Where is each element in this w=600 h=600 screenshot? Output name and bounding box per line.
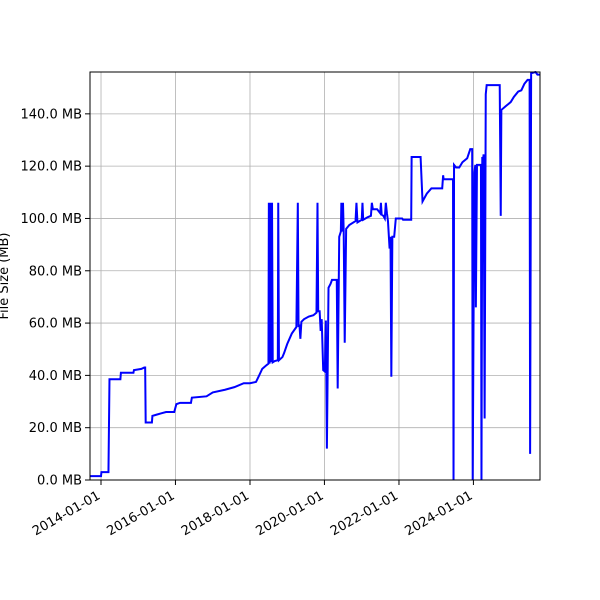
plot-frame <box>89 71 541 481</box>
y-tick-label: 60.0 MB <box>29 317 82 332</box>
y-axis-title: File Size (MB) <box>0 233 12 320</box>
y-tick-label: 80.0 MB <box>29 264 82 279</box>
y-tick-label: 20.0 MB <box>29 421 82 436</box>
y-tick-label: 100.0 MB <box>21 212 82 227</box>
file-size-line <box>90 71 540 481</box>
y-tick-label: 120.0 MB <box>21 160 82 175</box>
y-tick-label: 140.0 MB <box>21 107 82 122</box>
y-tick-label: 0.0 MB <box>37 474 82 489</box>
y-axis: 0.0 MB 20.0 MB 40.0 MB 60.0 MB 80.0 MB 100.0 … <box>21 107 90 489</box>
series-group <box>90 71 540 481</box>
y-tick-label: 40.0 MB <box>29 369 82 384</box>
